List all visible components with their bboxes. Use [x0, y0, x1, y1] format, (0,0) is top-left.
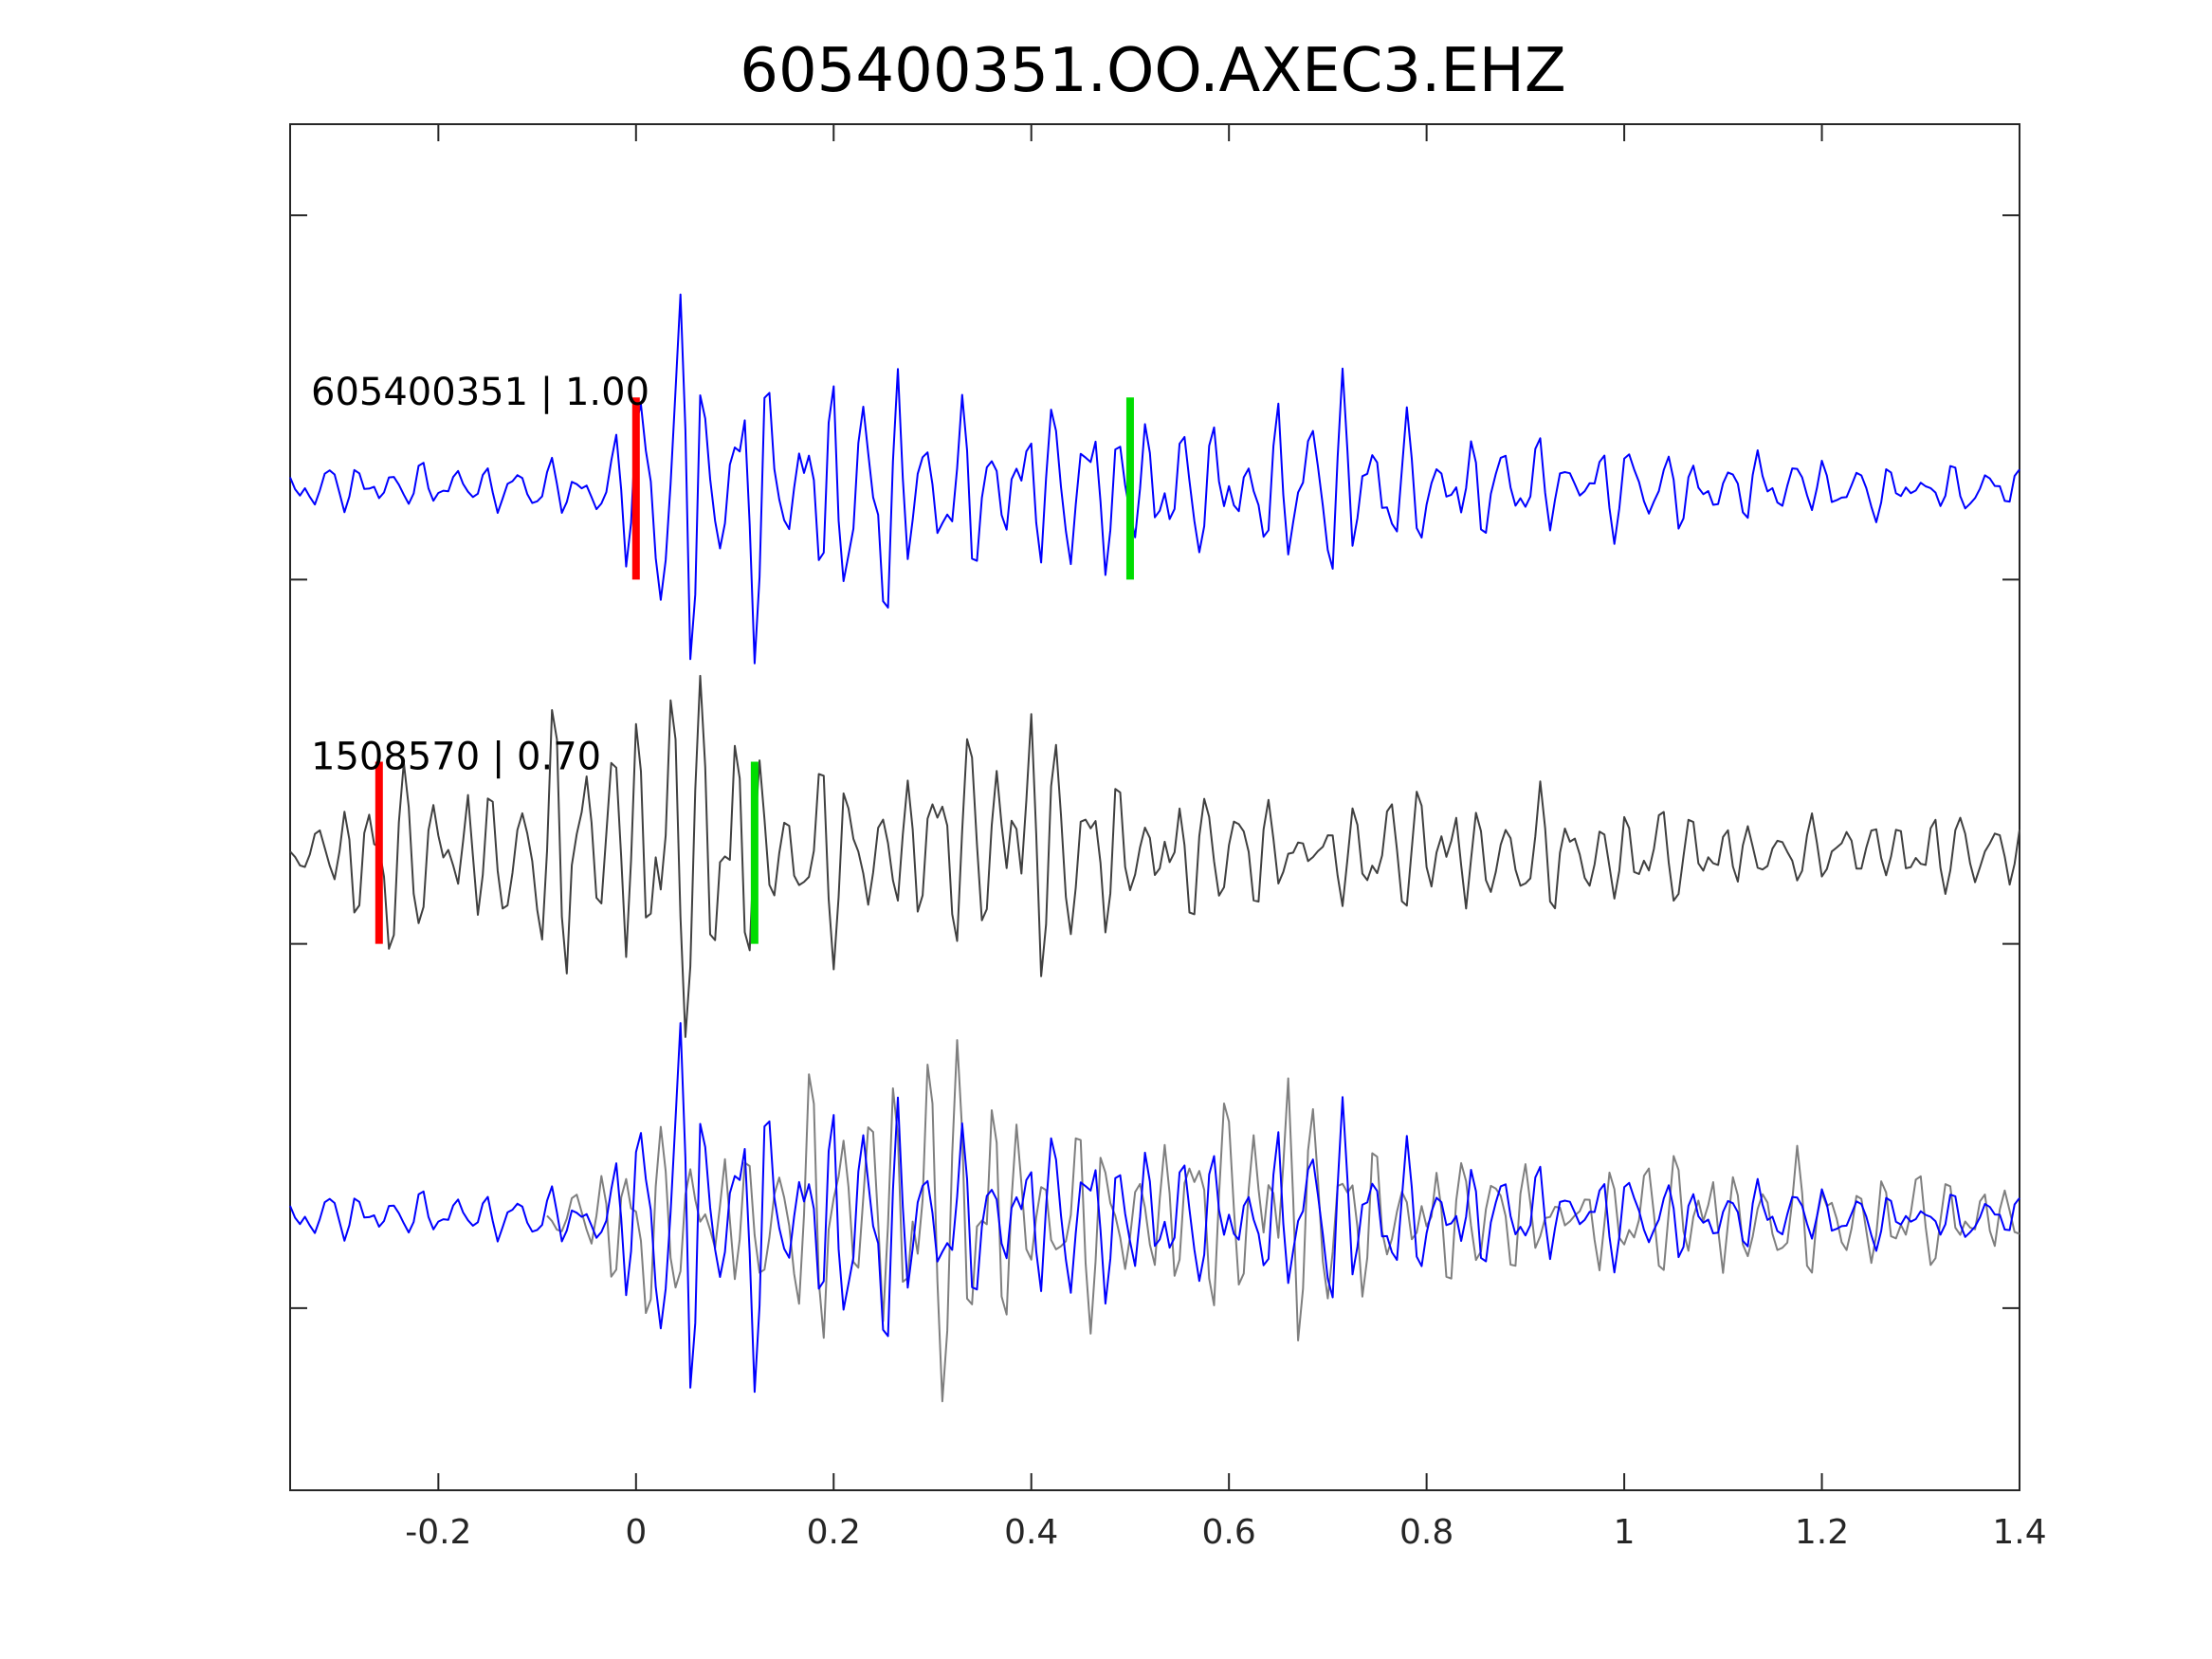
x-tick-label: 1.4 — [1992, 1513, 2046, 1552]
x-tick-label: 0.2 — [807, 1513, 861, 1552]
x-tick-label: 1 — [1614, 1513, 1636, 1552]
x-tick-label: 0.8 — [1399, 1513, 1453, 1552]
x-tick-label: 0.6 — [1202, 1513, 1256, 1552]
waveform-trace-1 — [289, 674, 2020, 1038]
phase-picks — [375, 397, 1134, 944]
trace-label: 605400351 | 1.00 — [311, 371, 649, 414]
trace-label: 1508570 | 0.70 — [311, 735, 601, 778]
overlay-trace-1 — [289, 1022, 2020, 1394]
x-tick-label: 0.4 — [1004, 1513, 1058, 1552]
x-tick-label: 1.2 — [1795, 1513, 1849, 1552]
trace-labels: 605400351 | 1.00 1508570 | 0.70 — [311, 371, 649, 778]
x-tick-label: -0.2 — [405, 1513, 471, 1552]
chart-title: 605400351.OO.AXEC3.EHZ — [740, 36, 1566, 106]
waveform-trace-0 — [289, 293, 2020, 665]
overlay-trace-0 — [546, 1039, 2020, 1403]
axes: -0.2 0 0.2 0.4 0.6 0.8 1 1.2 1.4 — [290, 124, 2047, 1552]
x-tick-label: 0 — [625, 1513, 647, 1552]
waveform-traces — [289, 293, 2020, 1403]
